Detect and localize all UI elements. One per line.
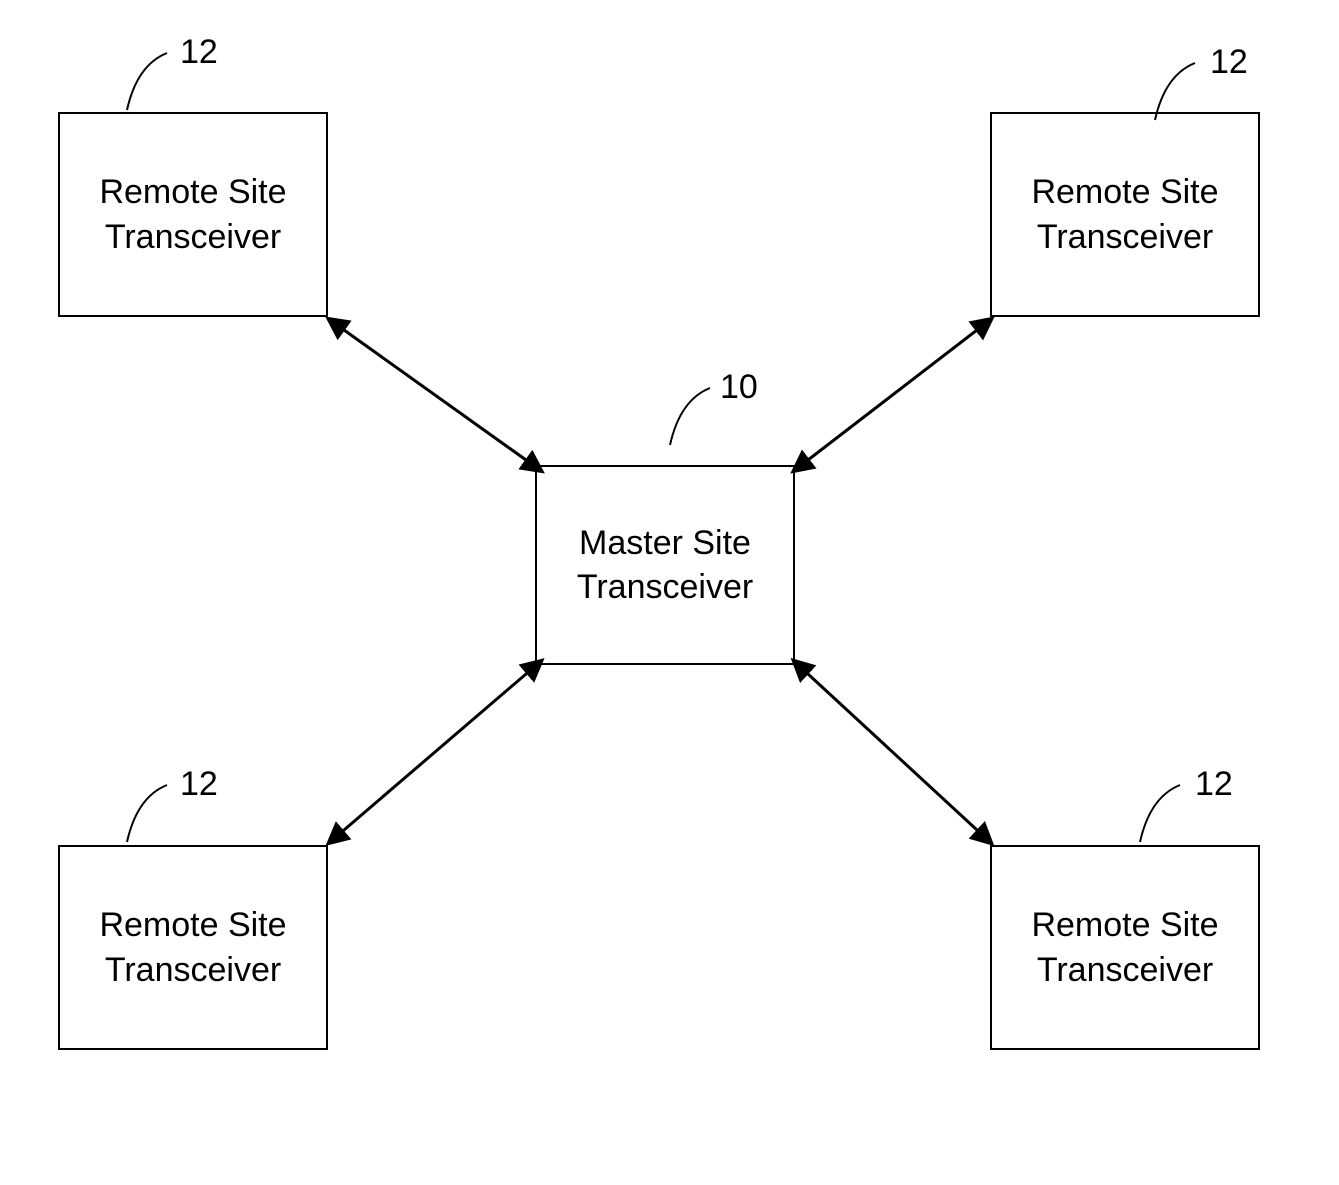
remote-tl-label-2: Transceiver	[105, 218, 281, 256]
remote-tl-ref-curve	[122, 45, 182, 115]
remote-br-ref-curve	[1135, 777, 1195, 847]
remote-tr-label-2: Transceiver	[1037, 218, 1213, 256]
master-transceiver-box: Master Site Transceiver	[535, 465, 795, 665]
remote-bl-label-2: Transceiver	[105, 951, 281, 989]
remote-br-label-1: Remote Site	[1031, 906, 1218, 944]
master-ref-curve	[665, 380, 725, 450]
remote-br-ref-num: 12	[1195, 765, 1233, 804]
remote-tr-label-1: Remote Site	[1031, 173, 1218, 211]
remote-bl-box: Remote Site Transceiver	[58, 845, 328, 1050]
remote-tl-ref-num: 12	[180, 33, 218, 72]
remote-bl-label-1: Remote Site	[99, 906, 286, 944]
master-label-2: Transceiver	[577, 568, 753, 606]
master-label-1: Master Site	[579, 524, 751, 562]
remote-tr-box: Remote Site Transceiver	[990, 112, 1260, 317]
remote-bl-ref-curve	[122, 777, 182, 847]
remote-tr-ref-curve	[1150, 55, 1210, 125]
master-ref-num: 10	[720, 368, 758, 407]
remote-tr-ref-num: 12	[1210, 43, 1248, 82]
remote-tl-box: Remote Site Transceiver	[58, 112, 328, 317]
remote-br-label-2: Transceiver	[1037, 951, 1213, 989]
remote-br-box: Remote Site Transceiver	[990, 845, 1260, 1050]
remote-tl-label-1: Remote Site	[99, 173, 286, 211]
remote-bl-ref-num: 12	[180, 765, 218, 804]
